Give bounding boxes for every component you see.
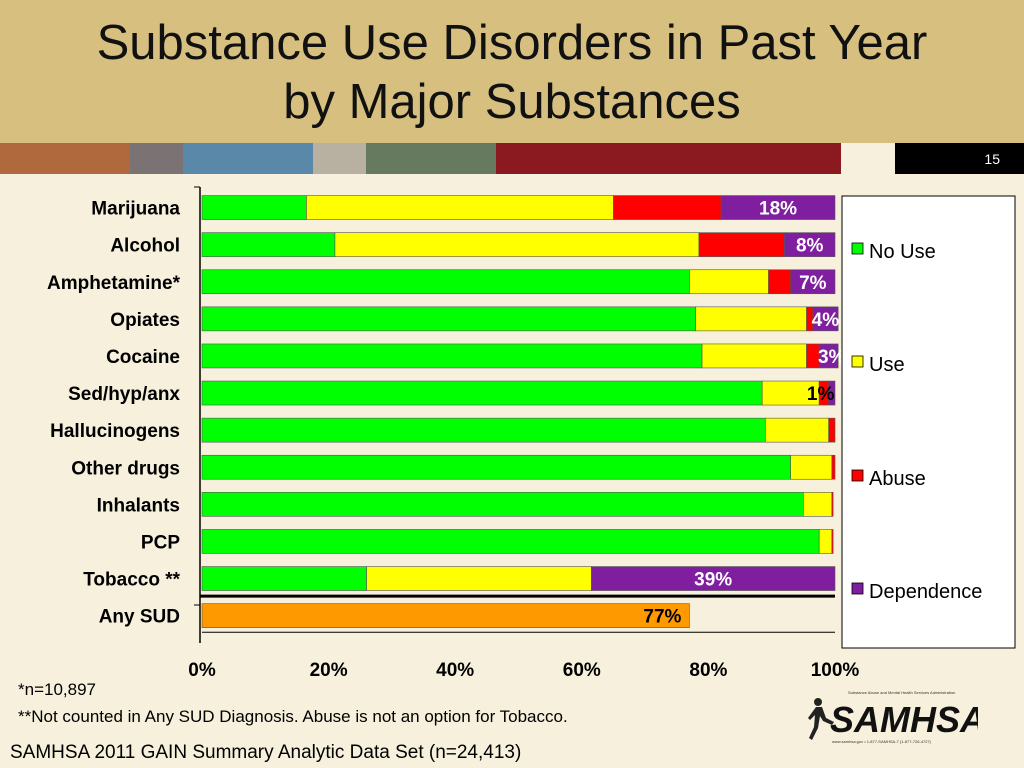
data-label-opiates: 4% — [812, 310, 840, 331]
bar-other-drugs-use — [790, 454, 833, 480]
stripe-5 — [366, 143, 496, 174]
bar-amphetamine-no-use — [201, 269, 690, 295]
bar-sed-hyp-anx-dependence — [828, 380, 836, 406]
bar-cocaine-dependence — [818, 343, 839, 369]
bar-alcohol-dependence — [784, 232, 836, 257]
category-label-cocaine: Cocaine — [106, 347, 180, 368]
category-label-opiates: Opiates — [110, 310, 180, 331]
legend-swatch-no-use — [851, 242, 864, 255]
bar-marijuana-no-use — [201, 195, 307, 220]
bar-tobacco-dependence — [590, 566, 836, 591]
bar-inhalants-abuse — [831, 492, 834, 517]
x-tick-label-0: 0% — [188, 660, 216, 681]
data-label-marijuana: 18% — [759, 199, 797, 220]
category-label-sed-hyp-anx: Sed/hyp/anx — [68, 384, 180, 405]
bar-cocaine-no-use — [201, 343, 703, 369]
footnote-n: *n=10,897 — [18, 680, 96, 699]
bar-hallucinogens-no-use — [201, 417, 766, 443]
legend-label-use: Use — [869, 354, 905, 376]
legend-label-dependence: Dependence — [869, 581, 982, 603]
title-bar — [0, 0, 1024, 143]
bar-any-sud — [201, 603, 690, 628]
data-label-sed-hyp-anx: 1% — [807, 384, 835, 405]
bar-marijuana-abuse — [613, 195, 722, 220]
bar-amphetamine-abuse — [768, 269, 791, 295]
stripe-7 — [841, 143, 895, 174]
legend-label-no-use: No Use — [869, 241, 936, 263]
data-label-alcohol: 8% — [796, 236, 824, 257]
x-tick-label-4: 80% — [689, 660, 727, 681]
bar-hallucinogens-abuse — [828, 417, 836, 443]
samhsa-logo: Substance Abuse and Mental Health Servic… — [808, 690, 978, 744]
legend-swatch-use — [851, 355, 864, 368]
category-label-tobacco: Tobacco ** — [83, 570, 180, 591]
logo-contact: www.samhsa.gov • 1-877-SAMHSA-7 (1-877-7… — [832, 739, 932, 744]
bar-tobacco-no-use — [201, 566, 367, 591]
bar-other-drugs-no-use — [201, 454, 791, 480]
bar-opiates-no-use — [201, 306, 697, 332]
category-label-other-drugs: Other drugs — [71, 458, 180, 479]
bar-hallucinogens-use — [765, 417, 829, 443]
category-label-alcohol: Alcohol — [110, 236, 180, 257]
bar-opiates-dependence — [812, 306, 839, 332]
legend-label-abuse: Abuse — [869, 468, 926, 490]
category-label-any-sud: Any SUD — [99, 607, 180, 628]
title-line-2: by Major Substances — [283, 75, 741, 129]
category-label-inhalants: Inhalants — [97, 495, 180, 516]
category-label-hallucinogens: Hallucinogens — [50, 421, 180, 442]
stacked-bar-chart: Marijuana 18% Alcohol 8% Amphetamine* 7% Opiat… — [47, 186, 1016, 681]
logo-wordmark: SAMHSA — [830, 699, 978, 740]
stripe-3 — [183, 143, 313, 174]
x-tick-label-2: 40% — [436, 660, 474, 681]
category-label-amphetamine: Amphetamine* — [47, 273, 181, 294]
bar-inhalants-use — [803, 492, 833, 517]
bar-marijuana-use — [306, 195, 614, 220]
data-label-tobacco: 39% — [694, 570, 732, 591]
x-tick-label-3: 60% — [563, 660, 601, 681]
bar-inhalants-no-use — [201, 492, 804, 517]
bar-alcohol-abuse — [698, 232, 785, 257]
legend-box — [841, 195, 1016, 649]
bar-marijuana-dependence — [720, 195, 836, 220]
footnote-tobacco: **Not counted in Any SUD Diagnosis. Abus… — [18, 707, 568, 726]
bar-sed-hyp-anx-no-use — [201, 380, 763, 406]
slide-title: Substance Use Disorders in Past Year by … — [0, 14, 1024, 132]
title-line-1: Substance Use Disorders in Past Year — [96, 16, 928, 70]
bar-sed-hyp-anx-use — [761, 380, 820, 406]
bar-amphetamine-use — [689, 269, 769, 295]
data-label-any-sud: 77% — [643, 607, 681, 628]
bar-pcp-abuse — [831, 529, 834, 554]
legend-swatch-abuse — [851, 469, 864, 482]
logo-caption: Substance Abuse and Mental Health Servic… — [848, 690, 955, 695]
bar-alcohol-no-use — [201, 232, 336, 257]
bar-other-drugs-abuse — [831, 454, 836, 480]
stripe-1 — [0, 143, 130, 174]
data-label-cocaine: 3% — [818, 347, 846, 368]
slide-number-box: 15 — [895, 143, 1024, 174]
bar-alcohol-use — [334, 232, 700, 257]
bar-tobacco-use — [366, 566, 592, 591]
x-tick-label-1: 20% — [310, 660, 348, 681]
x-tick-label-5: 100% — [811, 660, 860, 681]
slide-number: 15 — [984, 151, 1000, 167]
category-label-pcp: PCP — [141, 532, 180, 553]
bar-amphetamine-dependence — [790, 269, 836, 295]
bar-opiates-use — [695, 306, 807, 332]
source-note: SAMHSA 2011 GAIN Summary Analytic Data S… — [10, 742, 522, 763]
figure-icon — [808, 698, 834, 740]
bar-pcp-use — [818, 529, 833, 554]
stripe-6 — [496, 143, 841, 174]
stripe-4 — [313, 143, 366, 174]
data-label-amphetamine: 7% — [799, 273, 827, 294]
bar-pcp-no-use — [201, 529, 820, 554]
stripe-2 — [130, 143, 183, 174]
bar-cocaine-use — [701, 343, 807, 369]
legend-swatch-dependence — [851, 582, 864, 595]
category-label-marijuana: Marijuana — [91, 199, 180, 220]
